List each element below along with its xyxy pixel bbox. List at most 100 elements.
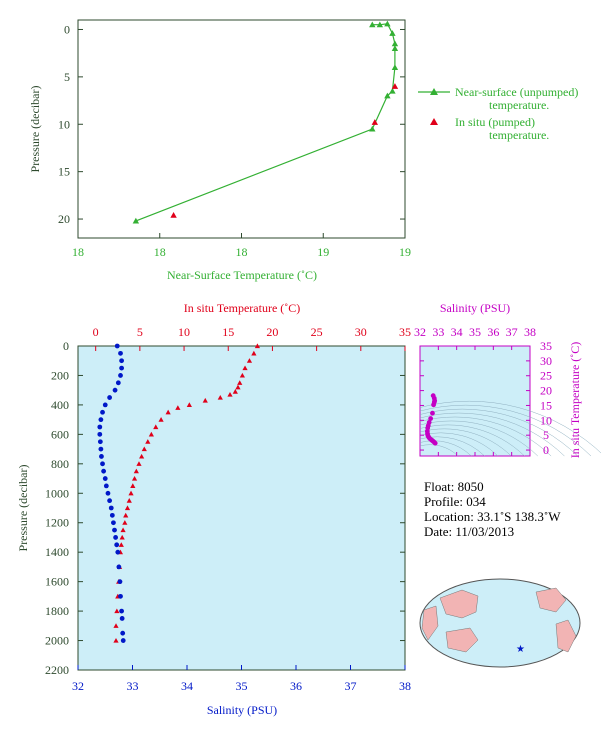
in-situ-temp-point bbox=[175, 405, 181, 410]
salinity-point bbox=[115, 380, 121, 386]
main-sal-tick-label: 34 bbox=[181, 679, 193, 693]
main-top-axis-label: In situ Temperature (˚C) bbox=[184, 301, 301, 315]
main-sal-tick-label: 32 bbox=[72, 679, 84, 693]
top-xtick-label: 18 bbox=[72, 245, 84, 259]
in-situ-temp-point bbox=[251, 350, 257, 356]
top-legend: Near-surface (unpumped) temperature. In … bbox=[418, 85, 578, 142]
top-xtick-label: 18 bbox=[154, 245, 166, 259]
south-america-land bbox=[555, 619, 577, 653]
near-surface-point bbox=[369, 125, 376, 132]
in-situ-temp-point bbox=[237, 380, 243, 385]
main-ticks: 0 5 10 15 20 25 30 35 32 33 34 35 36 37 38 0 200 400 600 80… bbox=[45, 325, 411, 693]
top-plot-frame bbox=[77, 19, 406, 239]
top-ytick-label: 10 bbox=[58, 117, 70, 131]
main-temp-tick-label: 5 bbox=[137, 325, 143, 339]
main-p-tick-label: 600 bbox=[51, 427, 69, 441]
in-situ-temp-point bbox=[254, 343, 261, 349]
main-temp-tick-label: 30 bbox=[355, 325, 367, 339]
top-xlabel: Near-Surface Temperature (˚C) bbox=[167, 268, 317, 282]
ts-temp-tick-label: 10 bbox=[540, 413, 552, 427]
main-temp-tick-label: 20 bbox=[266, 325, 278, 339]
salinity-point bbox=[119, 365, 124, 371]
top-ytick-label: 15 bbox=[58, 165, 70, 179]
density-contour bbox=[419, 412, 565, 457]
salinity-point bbox=[108, 505, 114, 511]
in-situ-temp-point bbox=[165, 409, 171, 415]
main-temp-tick-label: 0 bbox=[93, 325, 99, 339]
main-p-tick-label: 1400 bbox=[45, 545, 69, 559]
in-situ-temp-point bbox=[114, 608, 120, 614]
density-contour bbox=[419, 428, 512, 457]
main-sal-tick-label: 33 bbox=[127, 679, 139, 693]
info-location: Location: 33.1˚S 138.3˚W bbox=[424, 509, 561, 524]
in-situ-temp-point bbox=[123, 512, 129, 518]
main-p-tick-label: 2000 bbox=[45, 634, 69, 648]
salinity-point bbox=[119, 358, 124, 364]
ts-sal-tick-label: 37 bbox=[506, 325, 518, 339]
world-map: ★ bbox=[419, 578, 581, 668]
salinity-point bbox=[99, 454, 104, 459]
salinity-point bbox=[118, 593, 123, 599]
in-situ-temp-point bbox=[153, 424, 159, 430]
density-contour bbox=[419, 444, 459, 457]
density-contour bbox=[419, 416, 552, 457]
density-contour bbox=[419, 420, 538, 457]
in-situ-point bbox=[371, 119, 379, 125]
in-situ-temp-point bbox=[120, 527, 126, 533]
ts-point bbox=[430, 410, 435, 416]
ts-temp-tick-label: 15 bbox=[540, 398, 552, 412]
ts-temperature-label: In situ Temperature (˚C) bbox=[568, 342, 582, 459]
main-p-tick-label: 2200 bbox=[45, 663, 69, 677]
salinity-point bbox=[119, 608, 124, 614]
ts-temp-tick-label: 25 bbox=[540, 369, 552, 383]
main-p-tick-label: 1200 bbox=[45, 516, 69, 530]
ts-temp-tick-label: 5 bbox=[543, 428, 549, 442]
legend-near-surface-marker bbox=[430, 88, 438, 95]
top-xtick-label: 18 bbox=[236, 245, 248, 259]
salinity-point bbox=[102, 402, 108, 408]
main-ylabel: Pressure (decibar) bbox=[16, 465, 30, 552]
in-situ-temp-point bbox=[128, 490, 134, 496]
top-ytick-label: 5 bbox=[64, 70, 70, 84]
in-situ-temp-point bbox=[113, 637, 119, 643]
main-plot-frame bbox=[77, 345, 406, 671]
main-series bbox=[97, 343, 261, 643]
near-surface-point bbox=[391, 45, 399, 51]
in-situ-temp-point bbox=[119, 534, 125, 540]
ts-point bbox=[428, 416, 434, 421]
salinity-point bbox=[97, 424, 103, 430]
in-situ-temp-point bbox=[186, 402, 192, 407]
in-situ-temp-point bbox=[133, 468, 139, 474]
in-situ-temp-point bbox=[124, 505, 131, 511]
info-float: Float: 8050 bbox=[424, 479, 484, 494]
top-ticks: 18 18 18 19 19 0 5 10 15 20 bbox=[58, 22, 411, 259]
salinity-point bbox=[105, 490, 111, 496]
africa-land bbox=[421, 605, 439, 641]
salinity-point bbox=[113, 535, 119, 540]
in-situ-temp-point bbox=[145, 439, 151, 444]
ts-sal-tick-label: 33 bbox=[432, 325, 444, 339]
salinity-point bbox=[116, 564, 122, 570]
main-sal-tick-label: 37 bbox=[345, 679, 357, 693]
main-p-tick-label: 1800 bbox=[45, 604, 69, 618]
legend-near-surface-label-2: temperature. bbox=[489, 98, 549, 112]
in-situ-temp-point bbox=[246, 358, 253, 363]
main-chart: 0 5 10 15 20 25 30 35 32 33 34 35 36 37 38 0 200 400 600 80… bbox=[16, 301, 411, 717]
ts-temp-tick-label: 30 bbox=[540, 354, 552, 368]
in-situ-temp-point bbox=[113, 623, 119, 628]
legend-in-situ-marker bbox=[430, 118, 438, 125]
top-series bbox=[132, 20, 399, 224]
ts-temp-tick-label: 35 bbox=[540, 339, 552, 353]
main-bottom-axis-label: Salinity (PSU) bbox=[207, 703, 277, 717]
main-sal-tick-label: 36 bbox=[290, 679, 302, 693]
legend-near-surface-label-1: Near-surface (unpumped) bbox=[455, 85, 578, 99]
float-info: Float: 8050 Profile: 034 Location: 33.1˚… bbox=[424, 479, 561, 539]
near-surface-point bbox=[369, 21, 376, 28]
main-temp-tick-label: 15 bbox=[222, 325, 234, 339]
australia-land bbox=[445, 627, 479, 653]
density-contour bbox=[419, 404, 592, 457]
density-contour bbox=[419, 424, 525, 457]
